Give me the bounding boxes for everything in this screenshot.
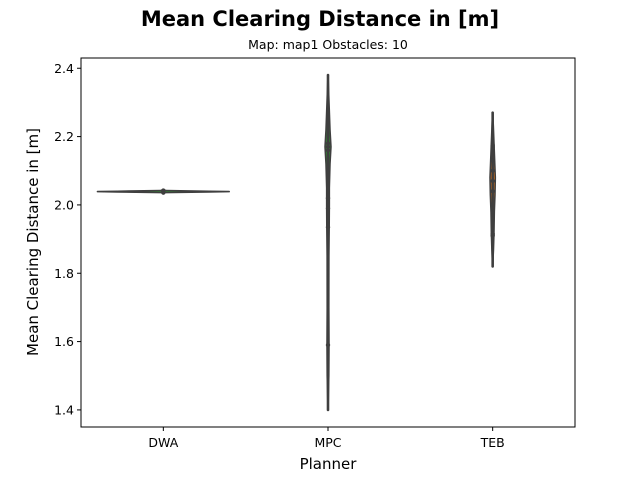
violin-point-mpc-6 [325,141,331,146]
x-tick-label-mpc: MPC [314,435,341,450]
violin-point-mpc-2 [325,206,331,211]
violin-point-mpc-5 [325,144,331,150]
violin-point-teb-5 [490,168,495,173]
x-tick-label-dwa: DWA [148,435,178,450]
y-axis-label: Mean Clearing Distance in [m] [24,128,42,356]
x-axis: DWA MPC TEB [148,427,505,450]
chart-title: Mean Clearing Distance in [m] [141,7,499,31]
violin-point-dwa-4 [161,188,166,193]
violin-point-mpc-4 [325,148,331,153]
violin-point-mpc-0 [325,342,331,348]
violin-teb [489,111,497,268]
violin-point-teb-8 [490,142,495,148]
x-tick-label-teb: TEB [480,435,505,450]
violin-dwa [96,188,230,195]
x-axis-label: Planner [300,455,358,473]
y-tick-label: 2.4 [54,61,74,76]
chart-subtitle: Map: map1 Obstacles: 10 [248,37,408,52]
violin-point-teb-2 [490,209,495,214]
y-axis: 1.4 1.6 1.8 2.0 2.2 2.4 [54,61,81,417]
violin-point-teb-4 [490,178,495,184]
violin-point-teb-3 [490,189,495,194]
plot-area [96,73,497,412]
y-tick-label: 1.8 [54,266,74,281]
y-tick-label: 1.6 [54,334,74,349]
y-tick-label: 2.2 [54,129,74,144]
violin-point-teb-6 [490,158,495,163]
violin-point-mpc-3 [325,195,331,201]
violin-point-teb-1 [490,231,495,237]
y-tick-label: 2.0 [54,197,74,212]
y-tick-label: 1.4 [54,402,74,417]
violin-mpc [324,73,332,412]
violin-point-mpc-1 [325,224,331,230]
